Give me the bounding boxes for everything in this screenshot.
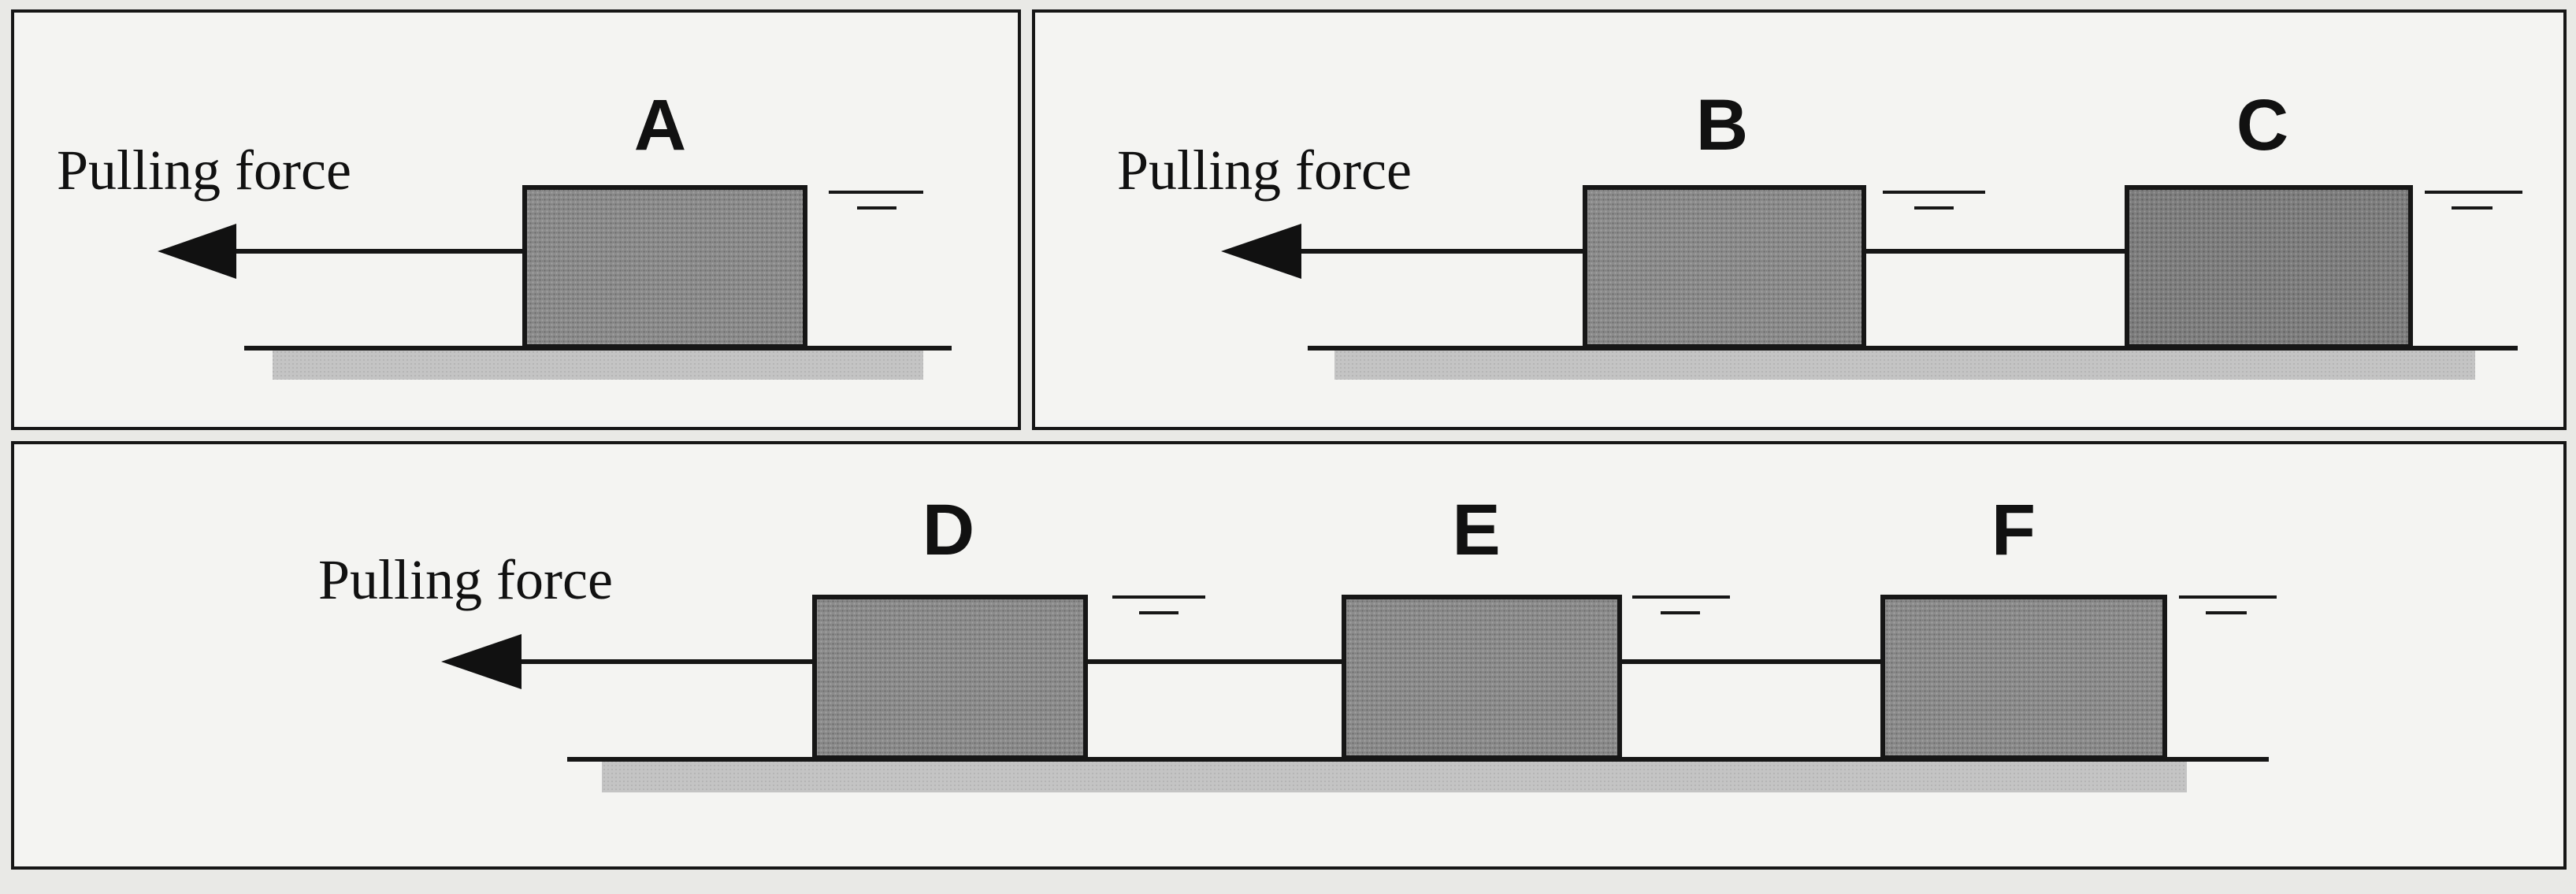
panel-1: Pulling force A <box>11 9 1021 430</box>
panel-3: Pulling force D E F <box>11 441 2567 870</box>
surface-level-icon <box>1112 595 1205 614</box>
block-label: B <box>1696 85 1748 165</box>
arrowhead-left-icon <box>158 224 236 279</box>
ground-shadow <box>602 761 2187 792</box>
pulling-force-arrow <box>441 634 815 689</box>
pulling-force-label: Pulling force <box>57 139 351 202</box>
block-f <box>1880 595 2167 760</box>
panel-frame <box>11 441 2567 870</box>
block-b <box>1583 185 1866 349</box>
block-label: A <box>634 85 686 165</box>
block-d <box>812 595 1088 760</box>
block-label: C <box>2236 85 2288 165</box>
ground-shadow <box>273 350 923 380</box>
block-label: D <box>922 490 974 570</box>
surface-level-icon <box>1632 595 1730 614</box>
pulling-force-label: Pulling force <box>318 548 613 611</box>
surface-level-icon <box>1883 191 1985 210</box>
arrowhead-left-icon <box>441 634 522 689</box>
panel-2: Pulling force B C <box>1032 9 2567 430</box>
block-c <box>2125 185 2413 349</box>
arrowhead-left-icon <box>1221 224 1301 279</box>
block-label: F <box>1991 490 2036 570</box>
surface-level-icon <box>2179 595 2277 614</box>
block-a <box>522 185 807 349</box>
ground-shadow <box>1334 350 2475 380</box>
block-label: E <box>1452 490 1500 570</box>
block-e <box>1342 595 1622 760</box>
pulling-force-label: Pulling force <box>1117 139 1412 202</box>
pulling-force-arrow <box>1221 224 1585 279</box>
surface-level-icon <box>2425 191 2522 210</box>
surface-level-icon <box>829 191 923 210</box>
pulling-force-arrow <box>158 224 525 279</box>
